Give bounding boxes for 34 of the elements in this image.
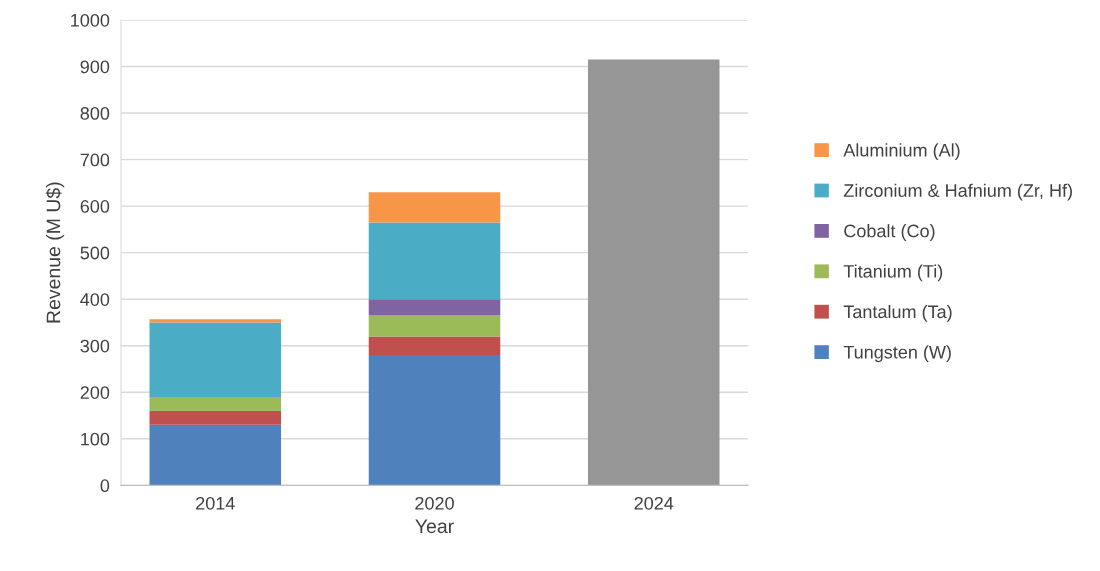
x-tick-label: 2024 xyxy=(634,496,674,510)
bar xyxy=(149,410,282,425)
bar xyxy=(368,336,501,356)
y-tick-label: 300 xyxy=(80,339,110,353)
legend-label: Cobalt (Co) xyxy=(844,224,935,241)
y-tick-label: 900 xyxy=(80,60,110,74)
x-tick-label: 2020 xyxy=(415,496,454,510)
bar xyxy=(587,59,720,486)
y-tick-label: 400 xyxy=(80,293,110,306)
y-tick-label: 500 xyxy=(80,246,110,260)
y-tick-label: 100 xyxy=(81,432,110,446)
bar xyxy=(149,322,282,397)
bar xyxy=(368,222,501,300)
bar xyxy=(149,319,282,323)
bar xyxy=(149,424,282,486)
bar xyxy=(368,192,501,223)
bar xyxy=(149,396,282,411)
x-axis-title: Year xyxy=(415,519,454,534)
legend-label: Aluminium (Al) xyxy=(843,143,960,161)
bar xyxy=(368,299,501,316)
legend-label: Tantalum (Ta) xyxy=(843,304,952,322)
legend-label: Zirconium & Hafnium (Zr, Hf) xyxy=(843,183,1072,201)
y-axis-title: Revenue (M U$) xyxy=(45,182,65,323)
y-tick-label: 800 xyxy=(80,106,110,120)
bar xyxy=(368,355,501,486)
bar xyxy=(368,315,501,337)
y-tick-label: 1000 xyxy=(71,13,110,27)
y-tick-label: 700 xyxy=(80,153,110,167)
legend-label: Tungsten (W) xyxy=(843,345,951,363)
y-tick-label: 200 xyxy=(80,386,110,399)
legend-label: Titanium (Ti) xyxy=(843,264,943,282)
y-tick-label: 0 xyxy=(100,479,110,493)
y-tick-label: 600 xyxy=(80,200,110,213)
x-tick-label: 2014 xyxy=(196,496,235,510)
